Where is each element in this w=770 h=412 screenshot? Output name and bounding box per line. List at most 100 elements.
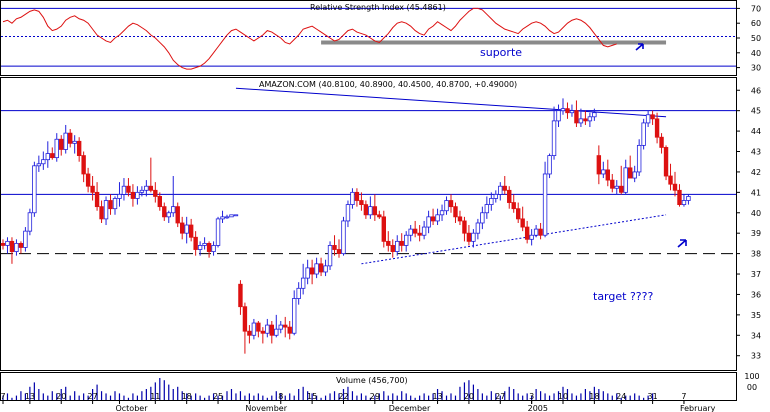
volume-bar bbox=[548, 395, 551, 400]
volume-bar bbox=[141, 391, 143, 400]
trend-line bbox=[361, 214, 667, 265]
volume-bar bbox=[428, 395, 430, 400]
volume-bar bbox=[186, 393, 188, 400]
candle-body bbox=[686, 196, 691, 201]
candle-body bbox=[305, 267, 310, 279]
candle-body bbox=[435, 214, 440, 222]
candle-body bbox=[323, 265, 328, 273]
candle-body bbox=[291, 298, 297, 334]
x-day-label: 13 bbox=[25, 392, 35, 401]
target-annotation: target ???? bbox=[593, 290, 653, 303]
candle-body bbox=[99, 206, 104, 220]
x-month-label: October bbox=[115, 404, 148, 412]
candle-body bbox=[274, 328, 279, 336]
volume-bar bbox=[190, 395, 192, 400]
volume-bar bbox=[293, 395, 295, 400]
candle-body bbox=[672, 183, 678, 191]
x-month-label: February bbox=[680, 404, 716, 412]
candle-body bbox=[103, 200, 109, 220]
volume-bar bbox=[114, 391, 116, 400]
candle-body bbox=[220, 216, 225, 220]
volume-bar bbox=[230, 389, 233, 400]
candle-body bbox=[596, 155, 602, 175]
volume-bar bbox=[490, 391, 492, 400]
volume-bar bbox=[100, 391, 103, 400]
volume-bar bbox=[60, 389, 62, 400]
axis-layer: 3040506070333435363738394041424344454610… bbox=[0, 4, 761, 412]
candle-body bbox=[354, 191, 360, 201]
candle-body bbox=[439, 210, 445, 216]
volume-y-tick-label: 100 bbox=[744, 372, 759, 381]
candle-body bbox=[560, 108, 566, 112]
price-y-tick-label: 41 bbox=[751, 188, 761, 197]
volume-bar bbox=[226, 391, 228, 400]
volume-bar bbox=[271, 395, 273, 400]
candle-body bbox=[368, 206, 373, 216]
x-day-label: 20 bbox=[464, 392, 474, 401]
rsi-y-tick-label: 70 bbox=[751, 4, 761, 13]
volume-bar bbox=[436, 389, 439, 400]
volume-bar bbox=[204, 397, 206, 400]
price-y-tick-label: 35 bbox=[751, 311, 761, 320]
volume-bar bbox=[38, 389, 40, 400]
volume-bar bbox=[396, 395, 398, 400]
candle-body bbox=[247, 330, 252, 336]
candle-body bbox=[520, 218, 525, 228]
volume-bar bbox=[257, 393, 259, 400]
candle-body bbox=[453, 206, 458, 218]
candle-body bbox=[426, 216, 431, 228]
candle-body bbox=[529, 234, 534, 240]
candle-body bbox=[76, 140, 82, 156]
volume-bar bbox=[378, 393, 380, 400]
volume-bar bbox=[522, 395, 524, 400]
candle-body bbox=[283, 324, 288, 328]
volume-bar bbox=[150, 386, 152, 400]
x-month-label: 2005 bbox=[528, 404, 548, 412]
volume-bar bbox=[374, 395, 376, 400]
volume-bar bbox=[360, 393, 362, 400]
x-month-label: November bbox=[245, 404, 287, 412]
volume-panel-frame bbox=[0, 372, 737, 401]
volume-bar bbox=[526, 393, 528, 400]
volume-bar bbox=[553, 393, 555, 400]
x-day-label: 27 bbox=[495, 392, 505, 401]
volume-bar bbox=[69, 395, 71, 400]
volume-bar bbox=[629, 395, 631, 400]
candle-body bbox=[314, 263, 319, 275]
volume-bar bbox=[535, 389, 537, 400]
volume-bar bbox=[450, 393, 452, 400]
candle-body bbox=[632, 171, 637, 179]
rsi-layer bbox=[1, 7, 736, 70]
volume-bar bbox=[486, 395, 488, 400]
candle-body bbox=[175, 206, 180, 224]
x-day-label: 7 bbox=[681, 392, 686, 401]
volume-bar bbox=[118, 393, 121, 400]
volume-bar bbox=[302, 386, 304, 400]
volume-layer bbox=[2, 378, 654, 400]
candle-body bbox=[377, 214, 382, 218]
volume-bar bbox=[347, 386, 349, 400]
x-day-label: 25 bbox=[213, 392, 223, 401]
volume-bar bbox=[625, 395, 627, 400]
x-day-label: 18 bbox=[182, 392, 192, 401]
volume-bar bbox=[109, 395, 112, 400]
candle-body bbox=[547, 155, 552, 175]
volume-bar bbox=[74, 391, 76, 400]
candle-body bbox=[345, 204, 351, 222]
volume-bar bbox=[87, 395, 89, 400]
volume-bar bbox=[405, 393, 407, 400]
volume-bar bbox=[432, 393, 434, 400]
volume-bar bbox=[83, 393, 85, 400]
volume-bar bbox=[419, 395, 421, 400]
candle-body bbox=[668, 175, 673, 185]
volume-bar bbox=[338, 393, 340, 400]
volume-bar bbox=[365, 395, 367, 400]
candle-body bbox=[63, 132, 68, 150]
volume-bar bbox=[481, 393, 483, 400]
candle-body bbox=[197, 245, 203, 250]
candle-body bbox=[636, 144, 642, 173]
volume-bar bbox=[217, 395, 219, 400]
volume-bar bbox=[575, 395, 578, 400]
candle-body bbox=[462, 220, 467, 234]
